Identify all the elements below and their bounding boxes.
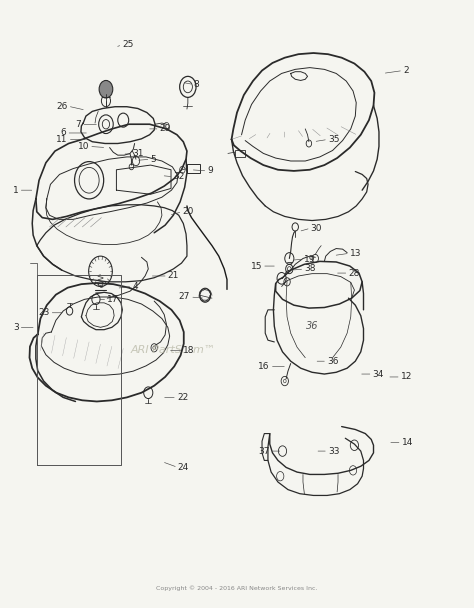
Text: 13: 13 <box>350 249 361 258</box>
Text: 15: 15 <box>251 261 262 271</box>
Text: 25: 25 <box>122 40 134 49</box>
Text: 36: 36 <box>327 357 338 365</box>
Bar <box>187 164 200 173</box>
Text: 16: 16 <box>258 362 270 371</box>
Text: 8: 8 <box>194 80 200 89</box>
Text: 20: 20 <box>182 207 194 216</box>
Text: 19: 19 <box>304 255 316 263</box>
Text: 32: 32 <box>173 172 185 181</box>
Text: Copyright © 2004 - 2016 ARI Network Services Inc.: Copyright © 2004 - 2016 ARI Network Serv… <box>156 586 318 591</box>
Text: 26: 26 <box>56 102 68 111</box>
Text: 4: 4 <box>132 282 138 291</box>
Text: 28: 28 <box>348 269 360 278</box>
Text: 10: 10 <box>78 142 89 151</box>
Text: 21: 21 <box>168 272 179 280</box>
Text: 35: 35 <box>328 135 339 144</box>
Text: 14: 14 <box>402 438 413 447</box>
Text: 7: 7 <box>76 120 82 130</box>
Text: 24: 24 <box>178 463 189 472</box>
Circle shape <box>99 80 113 98</box>
Text: 36: 36 <box>306 321 319 331</box>
Text: 37: 37 <box>258 447 270 455</box>
Text: ARI PartS…m™: ARI PartS…m™ <box>131 345 216 354</box>
Text: 29: 29 <box>160 125 171 133</box>
Text: 23: 23 <box>38 308 49 317</box>
Bar <box>235 150 245 157</box>
Text: 33: 33 <box>328 447 339 455</box>
Text: 1: 1 <box>13 185 18 195</box>
Text: 18: 18 <box>183 346 195 355</box>
Text: 11: 11 <box>56 135 68 144</box>
Text: 12: 12 <box>401 373 412 381</box>
Text: 38: 38 <box>304 264 316 274</box>
Text: 34: 34 <box>373 370 384 379</box>
Text: 22: 22 <box>177 393 188 402</box>
Text: 6: 6 <box>61 128 66 137</box>
Text: 9: 9 <box>208 167 213 176</box>
Text: 5: 5 <box>151 155 156 164</box>
Text: 17: 17 <box>107 295 119 304</box>
Text: 30: 30 <box>311 224 322 233</box>
Text: 3: 3 <box>13 323 18 332</box>
Text: 27: 27 <box>179 292 190 302</box>
Text: 2: 2 <box>403 66 409 75</box>
Text: 31: 31 <box>132 150 144 159</box>
